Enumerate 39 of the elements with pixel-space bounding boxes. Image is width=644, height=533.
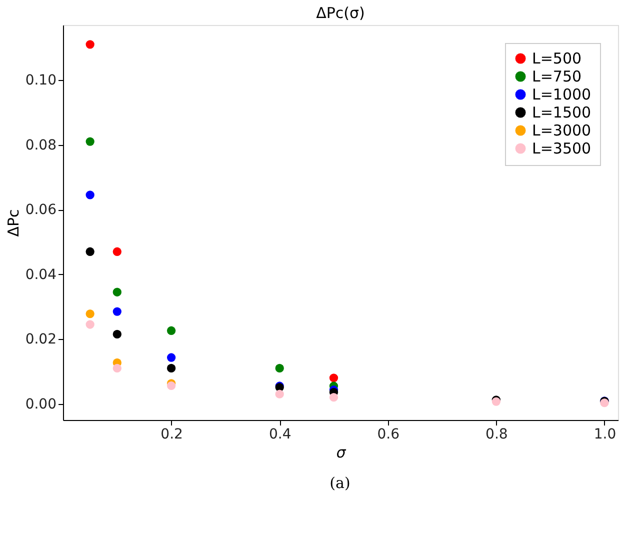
y-tick-label: 0.04 bbox=[25, 266, 57, 283]
point bbox=[86, 309, 94, 318]
legend-label: L=500 bbox=[532, 50, 582, 68]
legend-label: L=3500 bbox=[532, 140, 592, 158]
point bbox=[112, 247, 122, 256]
x-axis-title: σ bbox=[336, 444, 346, 462]
point bbox=[275, 390, 284, 398]
point bbox=[86, 320, 94, 329]
x-tick-label: 0.8 bbox=[486, 426, 508, 442]
y-tick-label: 0.10 bbox=[25, 72, 56, 89]
point bbox=[329, 393, 338, 402]
x-tick-label: 0.6 bbox=[377, 426, 400, 442]
point bbox=[329, 374, 338, 382]
point bbox=[86, 40, 94, 49]
point bbox=[275, 364, 284, 373]
point bbox=[112, 307, 122, 316]
legend-label: L=1000 bbox=[532, 86, 592, 104]
point bbox=[112, 364, 122, 373]
y-tick-label: 0.02 bbox=[25, 332, 56, 348]
x-tick-label: 1.0 bbox=[594, 426, 616, 442]
legend-label: L=3000 bbox=[532, 122, 592, 140]
y-axis-title: ΔPc bbox=[4, 209, 22, 237]
chart-title: ΔPc(σ) bbox=[316, 4, 365, 22]
point bbox=[112, 330, 122, 339]
legend-label: L=1500 bbox=[532, 104, 592, 122]
text: (a) bbox=[330, 474, 350, 492]
point bbox=[86, 247, 94, 256]
y-tick-label: 0.00 bbox=[25, 396, 56, 412]
point bbox=[166, 353, 176, 362]
x-tick-label: 0.4 bbox=[268, 426, 292, 442]
point bbox=[86, 137, 94, 146]
x-tick-label: 0.2 bbox=[160, 426, 183, 442]
point bbox=[166, 326, 176, 335]
y-tick-label: 0.06 bbox=[25, 202, 57, 218]
point bbox=[112, 288, 122, 296]
legend-label: L=750 bbox=[532, 68, 582, 86]
point bbox=[166, 364, 176, 373]
point bbox=[86, 190, 94, 200]
y-tick-label: 0.08 bbox=[25, 137, 56, 154]
